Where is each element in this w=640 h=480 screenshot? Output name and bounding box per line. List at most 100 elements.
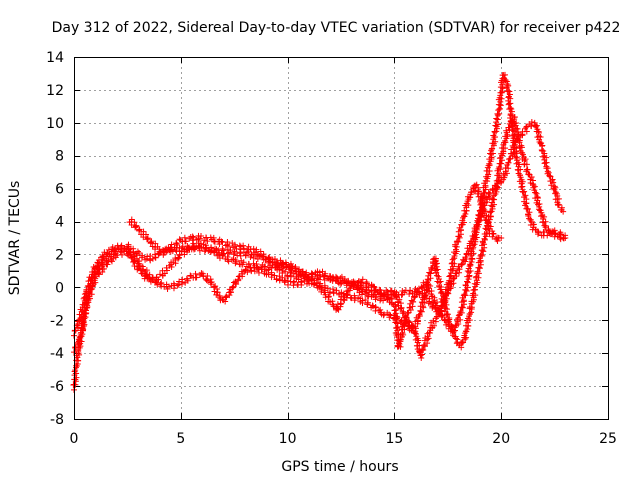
y-tick-label: 8	[55, 149, 64, 165]
data-point	[384, 288, 391, 295]
data-point	[466, 310, 473, 317]
data-point	[497, 89, 504, 96]
data-point	[392, 293, 399, 300]
data-point	[99, 254, 106, 261]
data-point	[432, 302, 439, 309]
x-tick-label: 10	[279, 431, 297, 447]
data-point	[325, 293, 332, 300]
data-point	[402, 314, 409, 321]
data-point	[377, 287, 384, 294]
data-point	[104, 250, 111, 257]
data-point	[248, 267, 255, 274]
data-point	[156, 271, 163, 278]
data-point	[489, 186, 496, 193]
data-point	[203, 277, 210, 284]
data-point	[216, 292, 223, 299]
data-point	[240, 242, 247, 249]
data-point	[443, 311, 450, 318]
data-point	[253, 261, 260, 268]
y-tick-label: 6	[55, 182, 64, 198]
data-point	[556, 231, 563, 238]
data-point	[461, 213, 468, 220]
data-point	[484, 173, 491, 180]
data-point	[479, 207, 486, 214]
data-point	[175, 281, 182, 288]
data-point	[413, 333, 420, 340]
data-point	[496, 160, 503, 167]
data-point	[394, 323, 401, 330]
y-tick-label: -8	[50, 412, 64, 428]
data-point	[394, 327, 401, 334]
data-point	[262, 263, 269, 270]
data-point	[190, 234, 197, 241]
data-point	[528, 118, 535, 125]
data-point	[451, 260, 458, 267]
data-point	[79, 320, 86, 327]
data-point	[480, 248, 487, 255]
data-point	[502, 77, 509, 84]
data-point	[437, 286, 444, 293]
data-point	[89, 280, 96, 287]
data-point	[495, 165, 502, 172]
data-point	[415, 288, 422, 295]
data-point	[463, 287, 470, 294]
data-point	[453, 238, 460, 245]
data-point	[394, 314, 401, 321]
data-point	[70, 382, 77, 389]
data-point	[408, 297, 415, 304]
data-point	[190, 246, 197, 253]
data-point	[173, 248, 180, 255]
data-point	[227, 288, 234, 295]
data-point	[247, 264, 254, 271]
data-point	[392, 319, 399, 326]
data-point	[541, 150, 548, 157]
data-point	[457, 309, 464, 316]
data-point	[513, 125, 520, 132]
data-point	[266, 258, 273, 265]
data-point	[451, 333, 458, 340]
data-point	[204, 273, 211, 280]
data-point	[541, 213, 548, 220]
data-point	[101, 265, 108, 272]
x-tick-label: 25	[599, 431, 617, 447]
data-point	[475, 218, 482, 225]
data-point	[418, 355, 425, 362]
x-tick-label: 15	[385, 431, 403, 447]
data-point	[174, 241, 181, 248]
data-point	[380, 312, 387, 319]
data-point	[504, 82, 511, 89]
data-point	[535, 201, 542, 208]
data-point	[420, 304, 427, 311]
data-point	[134, 260, 141, 267]
data-point	[420, 296, 427, 303]
data-point	[396, 296, 403, 303]
data-point	[240, 259, 247, 266]
data-point	[330, 303, 337, 310]
data-point	[475, 188, 482, 195]
data-point	[433, 272, 440, 279]
data-point	[408, 322, 415, 329]
data-point	[397, 300, 404, 307]
data-point	[517, 174, 524, 181]
data-point	[424, 276, 431, 283]
data-point	[514, 136, 521, 143]
data-point	[523, 205, 530, 212]
data-point	[166, 247, 173, 254]
data-point	[465, 265, 472, 272]
data-point	[551, 186, 558, 193]
data-point	[475, 264, 482, 271]
data-point	[507, 104, 514, 111]
data-point	[95, 270, 102, 277]
data-point	[467, 194, 474, 201]
data-point	[466, 242, 473, 249]
data-point	[504, 88, 511, 95]
data-point	[460, 292, 467, 299]
data-point	[464, 279, 471, 286]
data-point	[478, 251, 485, 258]
data-point	[125, 246, 132, 253]
data-point	[419, 347, 426, 354]
data-point	[390, 301, 397, 308]
data-point	[550, 179, 557, 186]
data-point	[502, 145, 509, 152]
data-point	[284, 281, 291, 288]
